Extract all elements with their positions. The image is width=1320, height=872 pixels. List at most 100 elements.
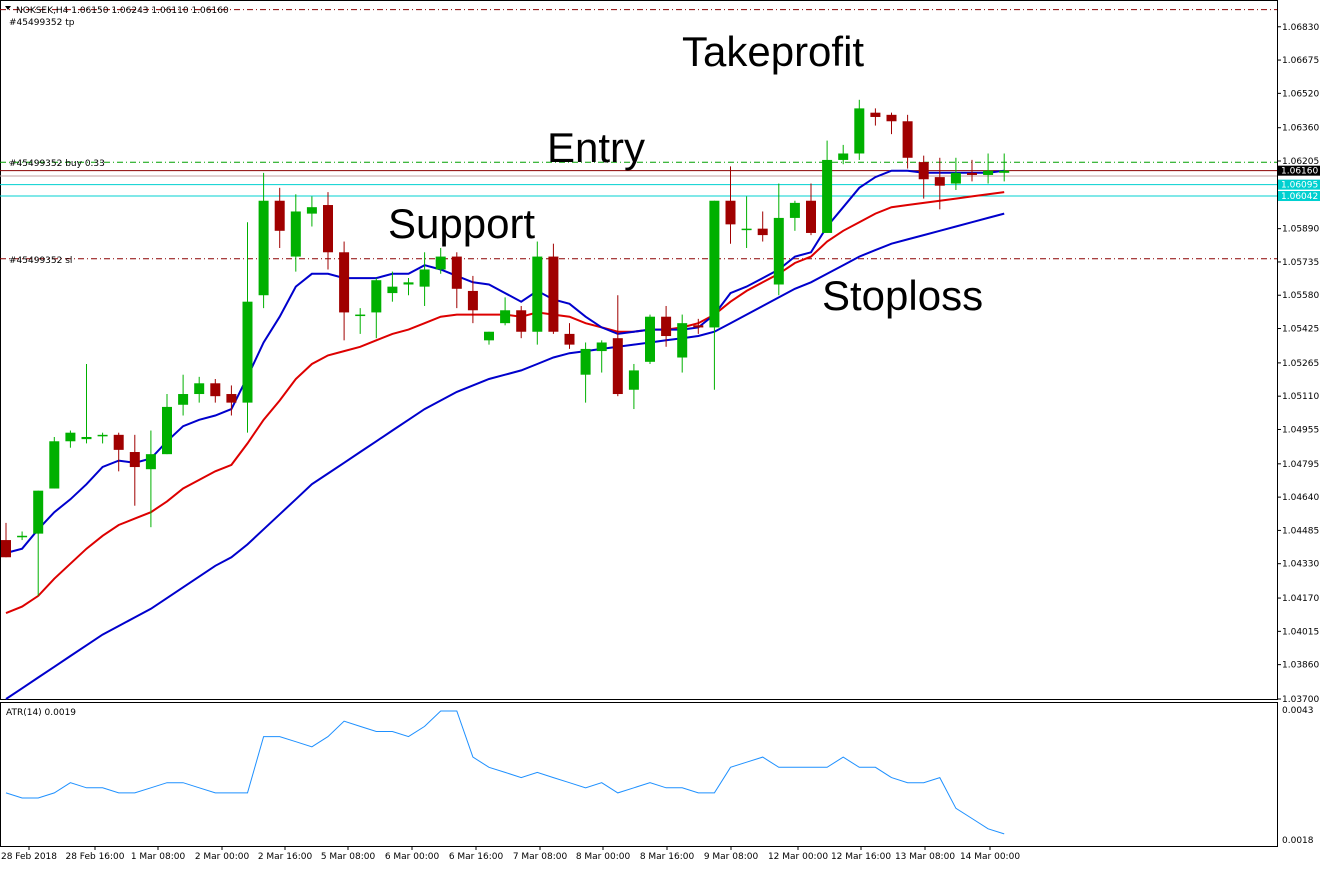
bear-candle [870, 108, 881, 126]
bull-candle [838, 144, 849, 165]
candle-body [194, 383, 205, 395]
moving-averages-layer [5, 169, 1005, 700]
bull-candle [532, 241, 543, 345]
bear-candle [516, 305, 527, 339]
price-tick-label: 1.04015 [1282, 627, 1319, 637]
bear-candle [757, 211, 768, 242]
bull-candle [822, 140, 833, 233]
candle-body [451, 256, 462, 289]
time-tick-label: 1 Mar 08:00 [131, 852, 186, 862]
candle-body [516, 310, 527, 332]
time-tick-label: 28 Feb 16:00 [65, 852, 124, 862]
bear-candle [934, 157, 945, 210]
candle-body [145, 454, 156, 470]
atr-layer [5, 710, 1005, 835]
candle-body [596, 342, 607, 352]
candle-body [129, 452, 140, 468]
candle-body [934, 177, 945, 186]
candle-body [789, 202, 800, 218]
bull-candle [145, 430, 156, 528]
candle-body [33, 490, 44, 534]
bear-candle [661, 305, 672, 347]
candle-body [580, 348, 591, 375]
candle-body [548, 256, 559, 332]
indicator-plot-frame [0, 702, 1278, 847]
price-tick-label: 1.04640 [1282, 493, 1319, 503]
bear-candle [548, 243, 559, 334]
bull-candle [709, 200, 720, 390]
candle-body [999, 170, 1010, 173]
price-tick-label: 1.05735 [1282, 258, 1319, 268]
candle-body [967, 172, 977, 175]
tp-order-label: #45499352 tp [9, 18, 75, 28]
bull-candle [645, 314, 655, 364]
bull-candle [65, 430, 76, 448]
time-tick-label: 2 Mar 00:00 [195, 852, 250, 862]
bull-candle [950, 157, 961, 190]
price-tick-label: 1.05580 [1282, 291, 1319, 301]
bull-candle [178, 374, 189, 416]
bull-candle [371, 278, 382, 339]
bear-candle [725, 166, 736, 244]
bull-candle [628, 363, 639, 410]
candle-body [612, 338, 623, 395]
price-tick-label: 1.04330 [1282, 560, 1319, 570]
candle-body [242, 301, 253, 403]
atr-axis-top: 0.0043 [1282, 706, 1314, 716]
bull-candle [49, 436, 60, 489]
candle-body [113, 434, 124, 450]
bear-candle [918, 155, 929, 199]
bull-candle [97, 432, 108, 444]
time-tick-label: 7 Mar 08:00 [513, 852, 568, 862]
candle-body [870, 112, 881, 117]
price-tick-label: 1.06830 [1282, 23, 1319, 33]
bull-candle [306, 196, 317, 227]
bull-candle [435, 247, 446, 274]
bull-candle [258, 172, 269, 309]
bear-candle [612, 295, 623, 397]
candle-body [564, 333, 575, 345]
ma-mid-line [5, 191, 1005, 615]
candle-body [886, 114, 897, 122]
candle-body [628, 370, 639, 390]
candle-body [725, 200, 736, 225]
bear-candle [210, 378, 221, 403]
bear-candle [467, 275, 478, 324]
bull-candle [484, 331, 494, 345]
bear-candle [967, 159, 977, 182]
bull-candle [789, 200, 800, 231]
candle-body [838, 153, 849, 160]
candle-body [532, 256, 543, 332]
candle-body [387, 286, 398, 294]
candle-body [741, 228, 752, 231]
time-tick-label: 28 Feb 2018 [1, 852, 57, 862]
price-tick-label: 1.04795 [1282, 460, 1319, 470]
candle-body [902, 121, 913, 158]
candle-body [17, 535, 28, 538]
candle-body [709, 200, 720, 328]
candle-body [983, 170, 994, 175]
candle-body [226, 394, 237, 403]
collapse-triangle-icon[interactable] [5, 6, 11, 10]
price-tick-label: 1.05265 [1282, 359, 1319, 369]
order-levels-layer [0, 9, 1277, 260]
bull-candle [999, 153, 1010, 182]
bear-candle [339, 241, 350, 341]
candles-layer [1, 99, 1010, 596]
candle-body [693, 325, 704, 328]
candle-body [306, 207, 317, 214]
bull-candle [500, 297, 511, 326]
candle-body [645, 316, 655, 362]
time-tick-label: 5 Mar 08:00 [321, 852, 376, 862]
candle-body [323, 205, 333, 253]
price-tick-label: 1.03860 [1282, 661, 1319, 671]
price-tick-label: 1.06205 [1282, 157, 1319, 167]
candle-body [757, 228, 768, 236]
candle-body [81, 436, 92, 440]
atr-line [5, 710, 1005, 835]
candle-body [950, 172, 961, 184]
candle-body [65, 432, 76, 442]
candle-body [677, 323, 688, 358]
bear-candle [129, 434, 140, 506]
bull-candle [355, 308, 366, 334]
